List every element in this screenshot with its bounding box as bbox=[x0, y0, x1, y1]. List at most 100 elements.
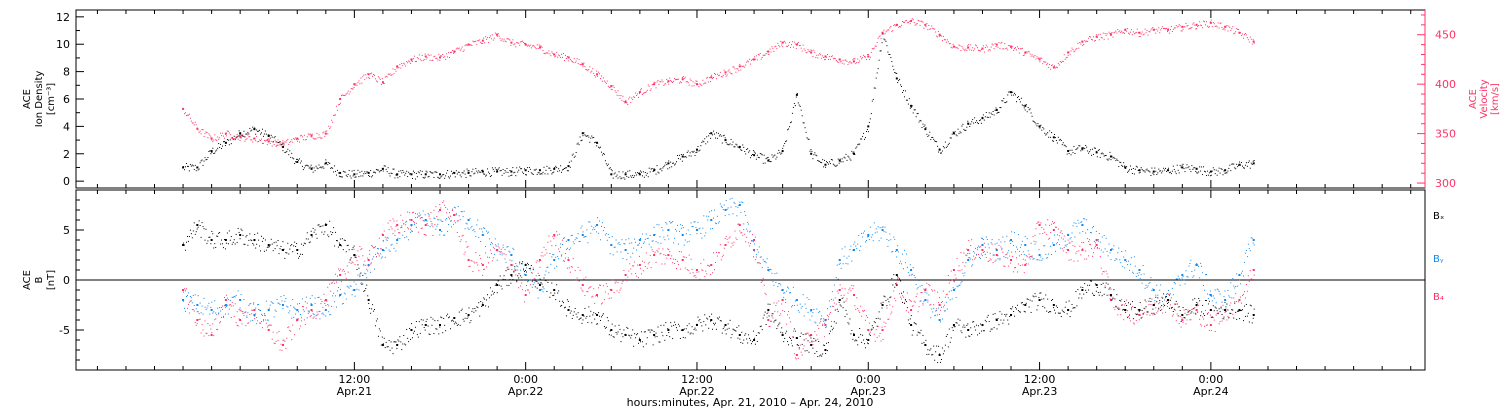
by-trace-dot bbox=[724, 215, 726, 217]
density-trace-dot bbox=[638, 172, 640, 174]
bz-trace-dot bbox=[1185, 323, 1187, 325]
bz-trace-dot bbox=[808, 334, 810, 336]
velocity-trace-dot bbox=[330, 126, 332, 128]
by-trace-dot bbox=[569, 247, 571, 249]
velocity-trace-dot bbox=[412, 58, 414, 60]
density-trace-dot bbox=[1015, 101, 1017, 103]
velocity-trace-dot bbox=[817, 57, 819, 59]
bz-trace-dot bbox=[1100, 267, 1102, 269]
velocity-trace-dot bbox=[1154, 28, 1156, 30]
velocity-trace-dot bbox=[456, 47, 458, 49]
bz-trace-dot bbox=[362, 255, 364, 257]
bz-trace-dot bbox=[553, 238, 555, 240]
density-trace-dot bbox=[1193, 167, 1195, 169]
by-trace-dot bbox=[624, 243, 626, 245]
by-trace-dot bbox=[760, 256, 762, 258]
bz-trace-dot bbox=[1177, 306, 1179, 308]
bz-trace-dot bbox=[756, 249, 758, 251]
bz-trace-dot bbox=[542, 255, 544, 257]
by-trace-dot bbox=[290, 305, 292, 307]
bz-trace-dot bbox=[1216, 313, 1218, 315]
bz-trace-dot bbox=[972, 259, 974, 261]
bz-trace-dot bbox=[885, 322, 887, 324]
bz-trace-dot bbox=[1166, 293, 1168, 295]
by-trace-dot bbox=[1107, 255, 1109, 257]
bz-trace-dot bbox=[716, 255, 718, 257]
velocity-trace-dot bbox=[1116, 32, 1118, 34]
density-trace-dot bbox=[252, 126, 254, 128]
bz-trace-dot bbox=[807, 332, 809, 334]
density-trace-dot bbox=[783, 145, 785, 147]
velocity-trace-dot bbox=[340, 95, 342, 97]
by-trace-dot bbox=[546, 267, 548, 269]
density-trace-dot bbox=[1066, 153, 1068, 155]
by-trace-dot bbox=[1044, 245, 1046, 247]
density-trace-dot bbox=[831, 159, 833, 161]
density-trace-dot bbox=[778, 149, 780, 151]
velocity-trace-dot bbox=[831, 55, 833, 57]
velocity-trace-dot bbox=[238, 135, 240, 137]
by-trace-dot bbox=[190, 297, 192, 299]
velocity-trace-dot bbox=[1139, 35, 1141, 37]
by-trace-dot bbox=[257, 304, 259, 306]
density-trace-dot bbox=[763, 154, 765, 156]
density-trace-dot bbox=[879, 50, 881, 52]
density-trace-dot bbox=[1214, 173, 1216, 175]
velocity-trace-dot bbox=[198, 131, 200, 133]
velocity-trace-dot bbox=[266, 144, 268, 146]
velocity-trace-dot bbox=[1136, 28, 1138, 30]
velocity-trace-dot bbox=[1083, 43, 1085, 45]
bz-trace-dot bbox=[1189, 319, 1191, 321]
velocity-trace-dot bbox=[631, 97, 633, 99]
by-trace-dot bbox=[697, 221, 699, 223]
bz-trace-dot bbox=[324, 300, 326, 302]
bz-trace-dot bbox=[1004, 265, 1006, 267]
bz-trace-dot bbox=[706, 273, 708, 275]
by-trace-dot bbox=[426, 220, 428, 222]
by-point bbox=[924, 299, 927, 301]
bz-trace-dot bbox=[788, 311, 790, 313]
bottom-left-tick-label: -5 bbox=[59, 324, 70, 337]
density-trace-dot bbox=[655, 173, 657, 175]
velocity-trace-dot bbox=[1034, 54, 1036, 56]
bz-trace-dot bbox=[820, 320, 822, 322]
by-trace-dot bbox=[1038, 249, 1040, 251]
bz-point bbox=[924, 289, 927, 291]
density-trace-dot bbox=[1101, 152, 1103, 154]
density-trace-dot bbox=[713, 130, 715, 132]
by-trace-dot bbox=[811, 315, 813, 317]
velocity-trace-dot bbox=[1234, 32, 1236, 34]
by-point bbox=[952, 289, 955, 291]
density-trace-dot bbox=[1078, 145, 1080, 147]
density-trace-dot bbox=[1036, 125, 1038, 127]
bz-trace-dot bbox=[1230, 302, 1232, 304]
density-trace-dot bbox=[1083, 147, 1085, 149]
by-trace-dot bbox=[884, 226, 886, 228]
density-trace-dot bbox=[592, 137, 594, 139]
by-trace-dot bbox=[864, 241, 866, 243]
velocity-trace-dot bbox=[1048, 66, 1050, 68]
velocity-trace-dot bbox=[739, 63, 741, 65]
velocity-trace-dot bbox=[566, 56, 568, 58]
velocity-trace-dot bbox=[620, 95, 622, 97]
bz-trace-dot bbox=[333, 280, 335, 282]
by-trace-dot bbox=[988, 247, 990, 249]
density-trace-dot bbox=[195, 170, 197, 172]
bz-trace-dot bbox=[763, 284, 765, 286]
bz-trace-dot bbox=[257, 320, 259, 322]
by-trace-dot bbox=[1216, 288, 1218, 290]
by-trace-dot bbox=[281, 300, 283, 302]
by-trace-dot bbox=[820, 318, 822, 320]
by-trace-dot bbox=[873, 222, 875, 224]
velocity-trace-dot bbox=[745, 64, 747, 66]
velocity-trace-dot bbox=[1071, 47, 1073, 49]
velocity-trace-dot bbox=[713, 77, 715, 79]
by-trace-dot bbox=[891, 251, 893, 253]
velocity-trace-dot bbox=[312, 137, 314, 139]
by-trace-dot bbox=[553, 254, 555, 256]
velocity-trace-dot bbox=[1063, 54, 1065, 56]
top-right-tick-label: 300 bbox=[1435, 177, 1456, 190]
velocity-trace-dot bbox=[1006, 47, 1008, 49]
by-trace-dot bbox=[699, 227, 701, 229]
bz-trace-dot bbox=[1089, 243, 1091, 245]
